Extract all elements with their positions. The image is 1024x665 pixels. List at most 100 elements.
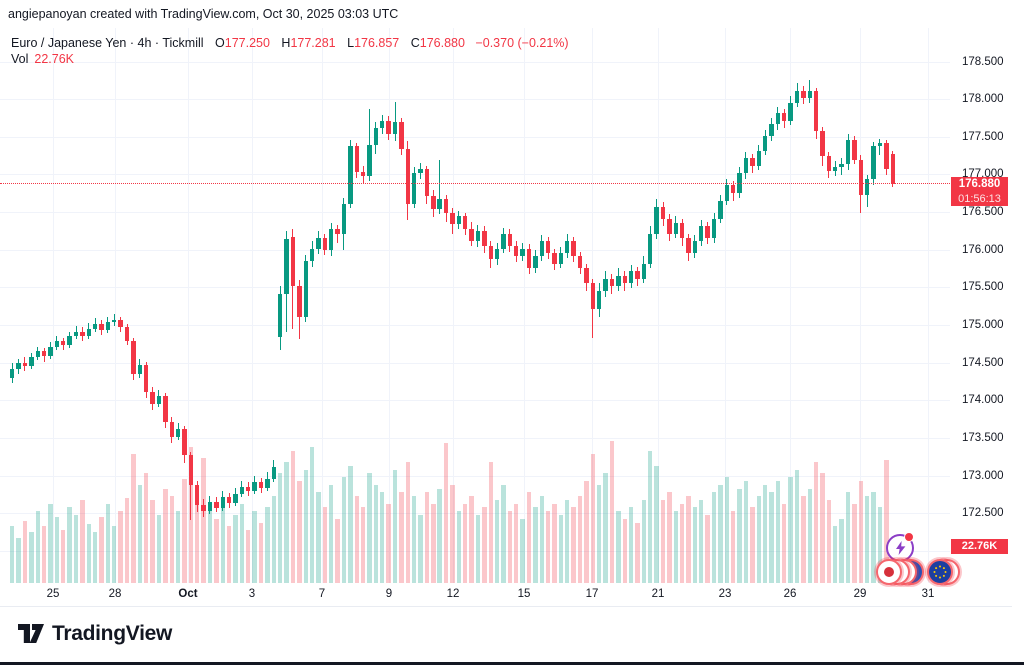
chart-legend[interactable]: Euro / Japanese Yen · 4h · Tickmill O177… xyxy=(11,36,569,50)
candle-body xyxy=(890,153,895,184)
candle-body xyxy=(597,290,602,309)
candle-body xyxy=(635,271,640,279)
candle-body xyxy=(73,331,79,337)
volume-bar xyxy=(10,526,15,583)
eu-flag-icon[interactable] xyxy=(927,559,953,585)
open-value: 177.250 xyxy=(224,36,270,50)
candle-body xyxy=(826,156,832,172)
candle-body xyxy=(520,248,525,257)
candle-body xyxy=(552,253,557,264)
candle-body xyxy=(290,236,296,287)
grid-line-vertical xyxy=(453,28,454,583)
volume-bar xyxy=(584,480,589,583)
price-axis-label: 173.000 xyxy=(962,469,1004,482)
candle-body xyxy=(603,278,608,291)
volume-bar xyxy=(169,496,174,583)
candle-body xyxy=(807,90,812,99)
volume-bar xyxy=(399,492,404,583)
volume-bar xyxy=(456,511,462,583)
volume-bar xyxy=(86,524,91,583)
volume-bar xyxy=(277,473,283,583)
current-price-tag: 176.880 01:56:13 xyxy=(951,176,1008,206)
volume-bar xyxy=(724,477,729,583)
candle-body xyxy=(501,233,506,249)
low-label: L xyxy=(347,36,355,50)
volume-bar xyxy=(246,530,251,583)
volume-bar xyxy=(137,484,142,583)
candle-body xyxy=(431,196,436,209)
grid-line-horizontal xyxy=(0,438,950,439)
candle-body xyxy=(801,90,806,99)
volume-bar xyxy=(341,477,347,583)
candle-body xyxy=(35,351,40,358)
change-value: −0.370 (−0.21%) xyxy=(475,36,569,50)
candle-body xyxy=(488,245,493,260)
candle-body xyxy=(616,275,621,287)
volume-bar xyxy=(322,507,328,583)
price-axis-label: 175.000 xyxy=(962,319,1004,332)
volume-bar xyxy=(877,507,883,583)
candle-body xyxy=(475,230,481,242)
interval-label[interactable]: 4h xyxy=(137,36,152,50)
japan-flag-icon[interactable] xyxy=(876,559,902,585)
volume-bar xyxy=(654,465,659,583)
volume-bar xyxy=(839,518,844,583)
time-axis[interactable]: 25 28 Oct 3 7 9 12 15 17 21 23 26 29 31 xyxy=(0,584,1012,606)
volume-bar xyxy=(214,518,219,583)
volume-bar xyxy=(858,480,863,583)
candle-body xyxy=(411,173,417,204)
volume-legend[interactable]: Vol 22.76K xyxy=(11,52,74,66)
volume-bar xyxy=(73,514,79,583)
symbol-title[interactable]: Euro / Japanese Yen xyxy=(11,36,127,50)
price-axis-label: 177.500 xyxy=(962,130,1004,143)
candle-body xyxy=(86,328,91,337)
volume-bar xyxy=(743,480,749,583)
candle-body xyxy=(609,278,615,287)
candle-body xyxy=(67,336,72,346)
volume-bar xyxy=(411,496,417,583)
candle-body xyxy=(252,482,257,492)
candle-body xyxy=(271,467,276,480)
candle-body xyxy=(622,275,627,284)
volume-bar xyxy=(156,514,162,583)
candle-body xyxy=(220,497,225,508)
candle-body xyxy=(386,120,391,134)
volume-bar xyxy=(597,484,602,583)
grid-line-horizontal xyxy=(0,475,950,477)
grid-line-vertical xyxy=(928,28,929,583)
broker-label: Tickmill xyxy=(162,36,204,50)
candle-body xyxy=(699,226,704,242)
notification-dot xyxy=(904,532,914,542)
volume-bar xyxy=(692,507,698,583)
volume-bar xyxy=(290,450,296,583)
eu-stars-icon xyxy=(933,565,947,579)
candle-body xyxy=(839,164,844,168)
volume-bar xyxy=(750,507,755,583)
grid-line-horizontal xyxy=(0,174,950,176)
price-axis[interactable]: 176.880 01:56:13 22.76K 178.500 178.000 17… xyxy=(950,28,1024,606)
candle-body xyxy=(207,501,213,511)
volume-bar xyxy=(852,503,857,583)
time-axis-label: Oct xyxy=(178,588,198,600)
volume-bar xyxy=(641,499,647,583)
candle-body xyxy=(99,324,104,331)
grid-line-vertical xyxy=(53,28,54,583)
volume-bar xyxy=(35,511,40,583)
volume-bar xyxy=(539,496,544,583)
tradingview-logo[interactable]: TradingView xyxy=(18,622,172,646)
candle-body xyxy=(782,113,787,121)
volume-bar xyxy=(41,526,47,583)
grid-line-vertical xyxy=(524,28,525,583)
legend-separator: · xyxy=(154,36,160,50)
candle-body xyxy=(845,139,851,165)
volume-bar xyxy=(67,507,72,583)
volume-bar xyxy=(884,460,889,583)
volume-bar xyxy=(762,484,768,583)
chart-plot-area[interactable] xyxy=(0,0,950,606)
candle-body xyxy=(584,268,589,284)
japan-flag-sun xyxy=(884,567,894,577)
candle-body xyxy=(718,200,723,219)
volume-bar xyxy=(54,516,60,583)
candle-body xyxy=(686,238,691,254)
